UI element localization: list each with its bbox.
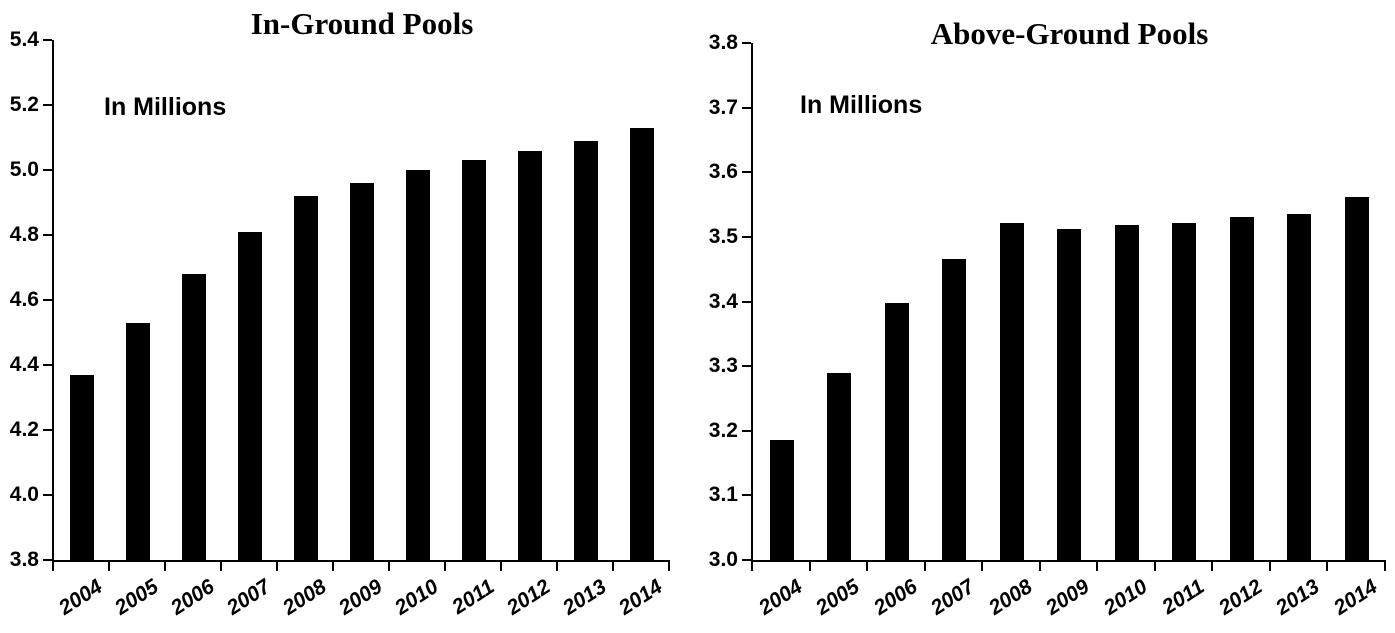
y-axis-tick-label: 5.4: [9, 28, 39, 51]
y-axis-tick: [43, 494, 52, 496]
y-axis-tick-label: 3.1: [708, 483, 738, 507]
bar-2009: [1057, 229, 1081, 560]
x-axis-tick: [332, 562, 334, 571]
x-axis-tick: [556, 562, 558, 571]
y-axis-tick: [43, 364, 52, 366]
bar-2011: [462, 160, 486, 560]
y-axis-tick: [43, 169, 52, 171]
x-axis-tick: [1153, 562, 1156, 571]
x-axis-line: [751, 560, 1386, 562]
y-axis-tick: [742, 429, 751, 432]
y-axis-tick: [742, 171, 751, 174]
y-axis-tick-label: 4.0: [9, 483, 39, 506]
y-axis-tick-label: 4.6: [9, 288, 39, 311]
bar-2008: [294, 196, 318, 560]
chart-title-in-ground: In-Ground Pools: [250, 6, 474, 41]
bar-2007: [238, 232, 262, 560]
bar-2012: [518, 151, 542, 560]
y-axis-tick-label: 4.2: [9, 418, 39, 441]
bar-2009: [350, 183, 374, 560]
y-axis-line: [751, 43, 753, 562]
bar-2006: [182, 274, 206, 560]
x-axis-tick: [1038, 562, 1041, 571]
bar-2011: [1172, 223, 1196, 560]
y-axis-tick-label: 3.2: [708, 418, 738, 442]
bar-2013: [574, 141, 598, 560]
x-axis-tick: [388, 562, 390, 571]
bar-2013: [1287, 214, 1311, 560]
bar-2014: [630, 128, 654, 560]
y-axis-tick-label: 4.8: [9, 223, 39, 246]
y-axis-tick: [43, 39, 52, 41]
x-axis-tick: [866, 562, 868, 571]
y-axis-tick-label: 5.0: [9, 158, 39, 181]
x-axis-tick: [108, 562, 110, 571]
x-axis-tick: [276, 562, 278, 571]
x-axis-tick: [1326, 562, 1328, 571]
x-axis-tick: [981, 562, 983, 571]
x-axis-tick: [164, 562, 166, 571]
y-axis-tick-label: 3.5: [708, 224, 738, 248]
bar-2006: [885, 303, 909, 560]
x-axis-tick: [668, 562, 670, 571]
units-annotation-right: In Millions: [800, 91, 923, 119]
y-axis-tick: [43, 234, 52, 236]
y-axis-line: [52, 40, 54, 562]
chart-title-above-ground: Above-Ground Pools: [930, 16, 1209, 51]
x-axis-tick: [220, 562, 222, 571]
y-axis-tick: [742, 300, 751, 303]
y-axis-tick-label: 3.6: [708, 160, 738, 184]
y-axis-tick: [742, 559, 751, 561]
bar-2014: [1345, 197, 1369, 560]
y-axis-tick: [742, 365, 751, 368]
x-axis-tick: [808, 562, 811, 571]
y-axis-tick-label: 3.4: [708, 289, 738, 313]
x-axis-tick: [1211, 562, 1213, 571]
y-axis-tick-label: 3.8: [708, 31, 738, 54]
y-axis-tick-label: 3.0: [708, 548, 738, 571]
y-axis-tick-label: 3.8: [9, 548, 39, 571]
y-axis-tick: [742, 106, 751, 109]
x-axis-tick: [751, 562, 753, 571]
y-axis-tick: [742, 235, 751, 238]
x-axis-tick: [500, 562, 502, 571]
y-axis-tick: [43, 429, 52, 431]
x-axis-tick: [52, 562, 54, 571]
y-axis-tick: [43, 559, 52, 561]
bar-2007: [942, 259, 966, 560]
y-axis-tick: [43, 299, 52, 301]
bar-2008: [1000, 223, 1024, 560]
x-axis-tick: [923, 562, 926, 571]
y-axis-tick-label: 5.2: [9, 93, 39, 116]
x-axis-line: [52, 560, 670, 562]
x-axis-tick: [1268, 562, 1271, 571]
y-axis-tick-label: 4.4: [9, 353, 39, 376]
y-axis-tick: [742, 42, 751, 44]
y-axis-tick: [742, 494, 751, 497]
bar-2005: [827, 373, 851, 560]
y-axis-tick-label: 3.7: [708, 95, 738, 119]
bar-2004: [70, 375, 94, 560]
bar-2010: [1115, 225, 1139, 560]
bar-2010: [406, 170, 430, 560]
x-axis-tick: [1096, 562, 1098, 571]
units-annotation-left: In Millions: [104, 93, 227, 121]
bar-2004: [770, 440, 794, 560]
y-axis-tick-label: 3.3: [708, 354, 738, 378]
y-axis-tick: [43, 104, 52, 106]
x-axis-tick: [1383, 562, 1386, 571]
bar-2005: [126, 323, 150, 560]
bar-2012: [1230, 217, 1254, 560]
x-axis-tick: [444, 562, 446, 571]
x-axis-tick: [612, 562, 614, 571]
